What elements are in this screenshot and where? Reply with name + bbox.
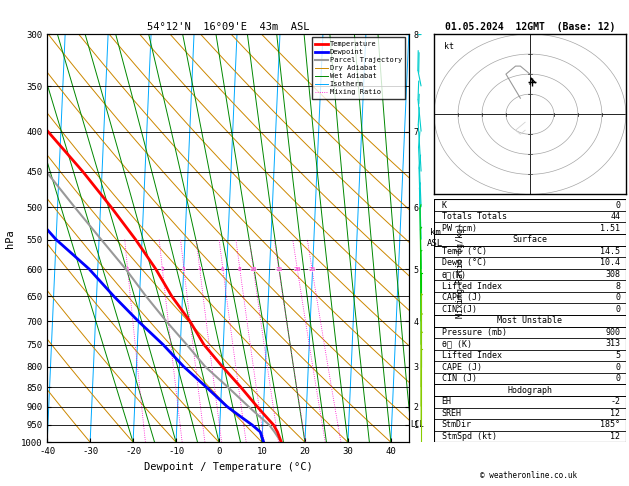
Text: Pressure (mb): Pressure (mb) xyxy=(442,328,507,337)
Text: Dewp (°C): Dewp (°C) xyxy=(442,259,487,267)
Text: 4: 4 xyxy=(198,266,202,272)
Text: EH: EH xyxy=(442,397,452,406)
Text: 25: 25 xyxy=(308,266,316,272)
Text: 10: 10 xyxy=(250,266,257,272)
Text: 1.51: 1.51 xyxy=(600,224,620,233)
Text: CAPE (J): CAPE (J) xyxy=(442,293,482,302)
Bar xyxy=(434,234,626,245)
Text: © weatheronline.co.uk: © weatheronline.co.uk xyxy=(480,471,577,480)
Text: 2: 2 xyxy=(160,266,164,272)
Text: SREH: SREH xyxy=(442,409,462,418)
Text: θᴇ (K): θᴇ (K) xyxy=(442,339,472,348)
Text: 900: 900 xyxy=(605,328,620,337)
Text: 44: 44 xyxy=(610,212,620,221)
Text: 6: 6 xyxy=(221,266,225,272)
Text: CIN (J): CIN (J) xyxy=(442,374,477,383)
Text: 0: 0 xyxy=(615,201,620,209)
Title: 54°12'N  16°09'E  43m  ASL: 54°12'N 16°09'E 43m ASL xyxy=(147,22,309,32)
Text: 10.4: 10.4 xyxy=(600,259,620,267)
Text: 14.5: 14.5 xyxy=(600,247,620,256)
Text: K: K xyxy=(442,201,447,209)
Text: 8: 8 xyxy=(615,281,620,291)
Text: -2: -2 xyxy=(610,397,620,406)
Text: kt: kt xyxy=(443,42,454,51)
Y-axis label: hPa: hPa xyxy=(5,229,15,247)
Legend: Temperature, Dewpoint, Parcel Trajectory, Dry Adiabat, Wet Adiabat, Isotherm, Mi: Temperature, Dewpoint, Parcel Trajectory… xyxy=(311,37,405,99)
Text: θᴇ(K): θᴇ(K) xyxy=(442,270,467,279)
Text: StmSpd (kt): StmSpd (kt) xyxy=(442,432,497,441)
Text: 0: 0 xyxy=(615,305,620,313)
Text: LCL: LCL xyxy=(411,420,425,429)
Text: 5: 5 xyxy=(615,351,620,360)
Text: 313: 313 xyxy=(605,339,620,348)
Text: 12: 12 xyxy=(610,409,620,418)
Text: Lifted Index: Lifted Index xyxy=(442,281,502,291)
Text: Mixing Ratio (g/kg): Mixing Ratio (g/kg) xyxy=(456,223,465,318)
Text: 8: 8 xyxy=(238,266,242,272)
Text: 0: 0 xyxy=(615,363,620,371)
Text: 15: 15 xyxy=(275,266,282,272)
Text: CAPE (J): CAPE (J) xyxy=(442,363,482,371)
Text: Lifted Index: Lifted Index xyxy=(442,351,502,360)
Bar xyxy=(434,384,626,396)
Text: PW (cm): PW (cm) xyxy=(442,224,477,233)
Text: 308: 308 xyxy=(605,270,620,279)
Text: 12: 12 xyxy=(610,432,620,441)
Text: Surface: Surface xyxy=(513,235,547,244)
X-axis label: Dewpoint / Temperature (°C): Dewpoint / Temperature (°C) xyxy=(143,462,313,472)
Text: 0: 0 xyxy=(615,374,620,383)
Y-axis label: km
ASL: km ASL xyxy=(427,228,443,248)
Text: Hodograph: Hodograph xyxy=(508,386,552,395)
Text: 0: 0 xyxy=(615,293,620,302)
Text: 1: 1 xyxy=(126,266,130,272)
Text: StmDir: StmDir xyxy=(442,420,472,430)
Text: 20: 20 xyxy=(294,266,301,272)
Text: 185°: 185° xyxy=(600,420,620,430)
Text: Most Unstable: Most Unstable xyxy=(498,316,562,325)
Bar xyxy=(434,315,626,327)
Text: Totals Totals: Totals Totals xyxy=(442,212,507,221)
Text: Temp (°C): Temp (°C) xyxy=(442,247,487,256)
Text: 01.05.2024  12GMT  (Base: 12): 01.05.2024 12GMT (Base: 12) xyxy=(445,21,615,32)
Text: CIN (J): CIN (J) xyxy=(442,305,477,313)
Text: 3: 3 xyxy=(182,266,186,272)
